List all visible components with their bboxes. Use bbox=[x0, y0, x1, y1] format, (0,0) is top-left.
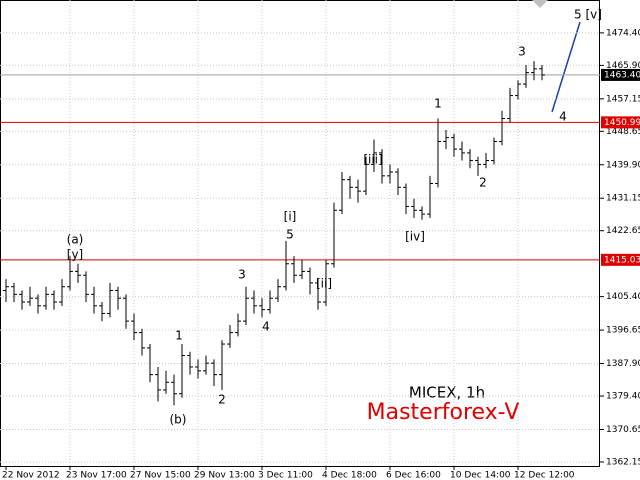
price-label: 1463.40 bbox=[604, 70, 640, 80]
y-tick-label: 1474.40 bbox=[606, 28, 640, 38]
y-tick-label: 1370.65 bbox=[606, 425, 640, 435]
price-label-box bbox=[601, 116, 640, 129]
x-tick-label: 29 Nov 13:00 bbox=[194, 471, 255, 480]
y-tick-label: 1396.65 bbox=[606, 326, 640, 336]
symbol: MICEX, 1h bbox=[409, 384, 485, 402]
wave-label: [ii] bbox=[316, 277, 332, 291]
y-tick-label: 1439.90 bbox=[606, 160, 640, 170]
y-tick-label: 1405.40 bbox=[606, 292, 640, 302]
y-tick-label: 1431.15 bbox=[606, 194, 640, 204]
y-tick-label: 1465.90 bbox=[606, 61, 640, 71]
wave-label: 4 bbox=[559, 110, 567, 124]
price-label-box bbox=[601, 253, 640, 266]
wave-label: 3 bbox=[518, 45, 526, 59]
y-tick-label: 1457.15 bbox=[606, 94, 640, 104]
x-tick-label: 12 Dec 12:00 bbox=[514, 471, 575, 480]
price-label-box bbox=[601, 68, 640, 81]
wave-label: 2 bbox=[479, 176, 487, 190]
y-tick-label: 1387.90 bbox=[606, 359, 640, 369]
wave-label: 2 bbox=[218, 393, 226, 407]
y-tick-label: 1448.65 bbox=[606, 127, 640, 137]
x-tick-label: 23 Nov 17:00 bbox=[66, 471, 127, 480]
wave-label: (b) bbox=[170, 413, 187, 427]
price-label: 1450.99 bbox=[604, 118, 640, 128]
x-tick-label: 3 Dec 11:00 bbox=[258, 471, 313, 480]
x-tick-label: 4 Dec 18:00 bbox=[322, 471, 377, 480]
wave-label: 5 [v] bbox=[574, 8, 602, 22]
x-tick-label: 6 Dec 16:00 bbox=[386, 471, 441, 480]
y-tick-label: 1362.15 bbox=[606, 457, 640, 467]
wave-label: [i] bbox=[284, 210, 297, 224]
wave-label: 5 bbox=[286, 228, 294, 242]
brand: Masterforex-V bbox=[367, 400, 520, 425]
x-tick-label: 22 Nov 2012 bbox=[2, 471, 60, 480]
wave-label: 4 bbox=[262, 320, 270, 334]
plot-frame bbox=[0, 0, 600, 467]
price-label: 1415.03 bbox=[604, 255, 640, 265]
x-tick-label: 27 Nov 15:00 bbox=[130, 471, 191, 480]
wave-arrow bbox=[551, 21, 581, 113]
wave-label: 3 bbox=[238, 268, 246, 282]
wave-label: [iii] bbox=[363, 153, 382, 167]
x-tick-label: 10 Dec 14:00 bbox=[450, 471, 511, 480]
wave-label: [iv] bbox=[405, 230, 425, 244]
shift-marker bbox=[532, 0, 548, 8]
y-tick-label: 1379.40 bbox=[606, 392, 640, 402]
wave-label: 1 bbox=[175, 329, 183, 343]
wave-label: 1 bbox=[434, 97, 442, 111]
wave-label: (a) bbox=[67, 233, 84, 247]
y-tick-label: 1422.65 bbox=[606, 226, 640, 236]
wave-label: [y] bbox=[67, 248, 83, 262]
